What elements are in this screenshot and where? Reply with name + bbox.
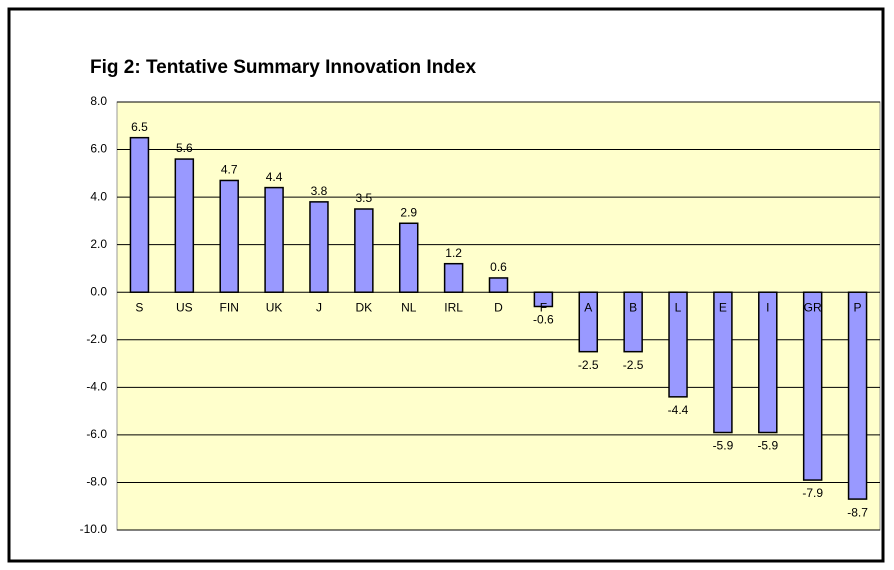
x-tick-label: J (316, 300, 322, 314)
value-label: -5.9 (713, 439, 734, 453)
y-tick-label: -6.0 (86, 427, 107, 441)
x-tick-label: L (675, 300, 682, 314)
value-label: 6.5 (131, 120, 148, 134)
bar (443, 262, 464, 293)
bar (802, 291, 823, 481)
bar (847, 291, 868, 500)
y-tick-label: 4.0 (90, 189, 107, 203)
bar (354, 208, 374, 293)
y-tick-label: 0.0 (90, 284, 107, 298)
bar (668, 291, 688, 398)
bar (219, 179, 239, 293)
x-tick-label: IRL (444, 300, 463, 314)
bar (578, 291, 599, 353)
bar (398, 222, 419, 293)
bar (129, 136, 150, 293)
value-label: 5.6 (176, 141, 193, 155)
bar (264, 186, 284, 293)
bar (488, 277, 509, 293)
value-label: -2.5 (623, 358, 644, 372)
bar (309, 201, 329, 293)
x-tick-label: D (494, 300, 503, 314)
value-label: 0.6 (490, 260, 507, 274)
x-tick-label: DK (356, 300, 373, 314)
y-tick-label: -2.0 (86, 332, 107, 346)
plot-area (116, 101, 881, 531)
x-tick-label: F (540, 300, 547, 314)
bar (623, 291, 643, 353)
y-tick-label: 2.0 (90, 237, 107, 251)
x-tick-label: FIN (220, 300, 239, 314)
x-tick-label: NL (401, 300, 417, 314)
y-tick-label: -8.0 (86, 475, 107, 489)
value-label: -0.6 (533, 313, 554, 327)
value-label: -2.5 (578, 358, 599, 372)
x-tick-label: I (766, 300, 769, 314)
value-label: 3.5 (356, 191, 373, 205)
value-label: -5.9 (757, 439, 778, 453)
y-tick-label: 8.0 (90, 94, 107, 108)
chart-title: Fig 2: Tentative Summary Innovation Inde… (90, 57, 476, 78)
x-tick-label: E (719, 300, 727, 314)
y-tick-label: -10.0 (80, 522, 108, 536)
value-label: 4.4 (266, 170, 283, 184)
y-tick-label: 6.0 (90, 142, 107, 156)
bar (174, 158, 195, 293)
bar (533, 291, 554, 308)
value-label: 4.7 (221, 163, 238, 177)
x-tick-label: US (176, 300, 193, 314)
value-label: -4.4 (668, 403, 689, 417)
value-label: 1.2 (445, 246, 462, 260)
x-tick-label: A (584, 300, 592, 314)
value-label: -7.9 (802, 486, 823, 500)
x-tick-label: S (135, 300, 143, 314)
bar (758, 291, 778, 434)
x-tick-label: GR (804, 300, 822, 314)
x-tick-label: B (629, 300, 637, 314)
bar (713, 291, 733, 434)
value-label: 3.8 (311, 184, 328, 198)
y-tick-label: -4.0 (86, 380, 107, 394)
x-tick-label: UK (266, 300, 283, 314)
value-label: 2.9 (400, 205, 417, 219)
x-tick-label: P (854, 300, 862, 314)
value-label: -8.7 (847, 505, 868, 519)
